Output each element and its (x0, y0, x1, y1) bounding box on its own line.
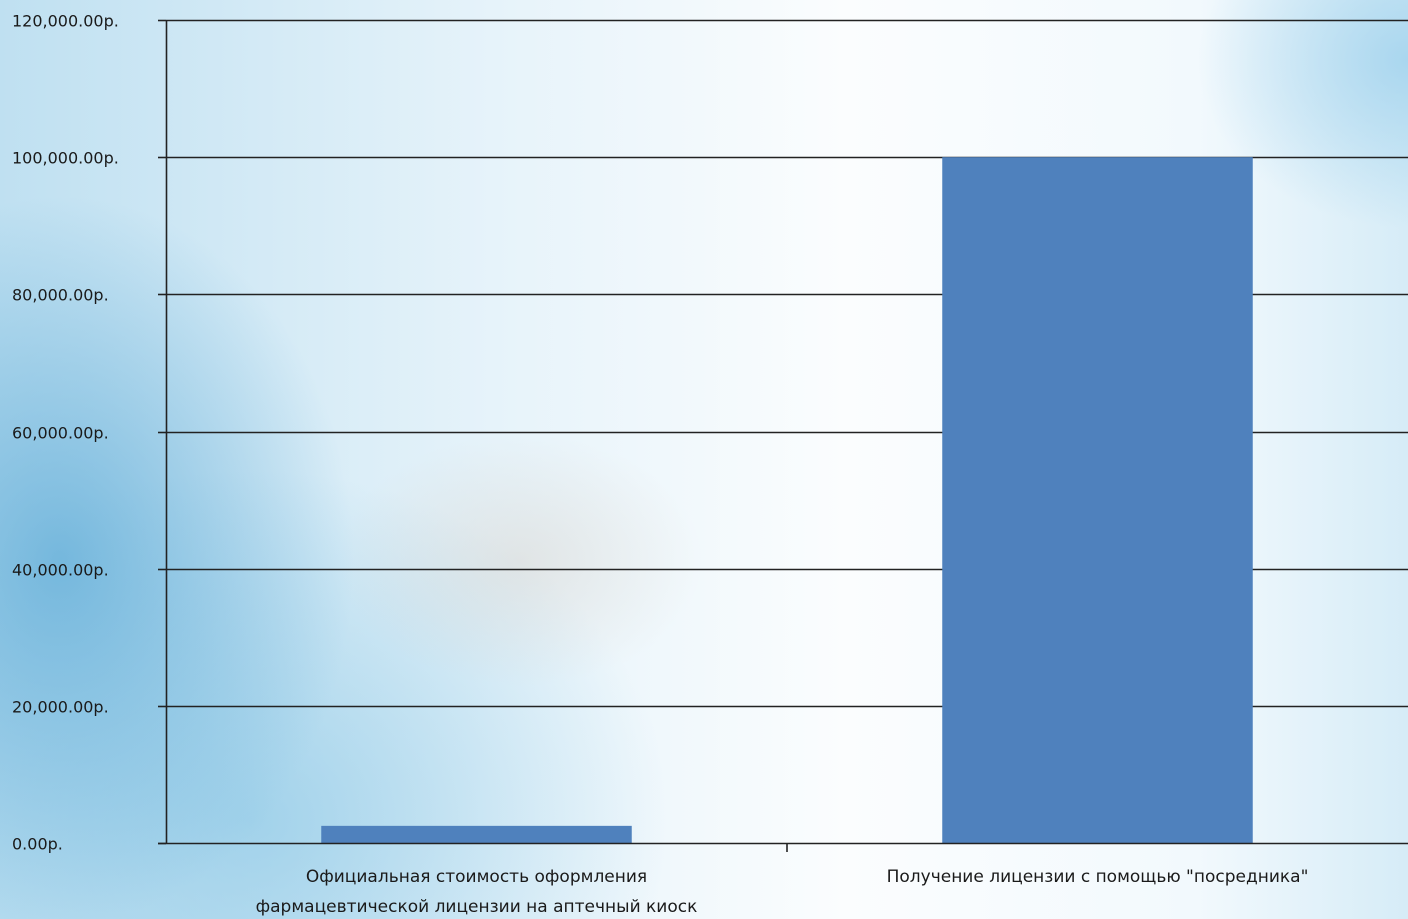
bars (321, 157, 1253, 843)
x-category-labels: Официальная стоимость оформления фармацев… (256, 867, 1309, 917)
x-category-label: Получение лицензии с помощью "посредника… (887, 867, 1309, 887)
bar (321, 825, 632, 843)
y-tick-labels: 0.00р. 20,000.00р. 40,000.00р. 60,000.00р. 8… (12, 12, 119, 854)
y-tick-label: 80,000.00р. (12, 286, 109, 305)
y-tick-label: 100,000.00р. (12, 149, 119, 168)
axes (158, 19, 1408, 852)
x-category-label-line: фармацевтической лицензии на аптечный ки… (256, 897, 698, 917)
x-category-label: Официальная стоимость оформления фармацев… (256, 867, 698, 917)
y-tick-label: 0.00р. (12, 835, 63, 854)
x-category-label-line: Получение лицензии с помощью "посредника… (887, 867, 1309, 887)
bar (942, 157, 1253, 843)
x-category-label-line: Официальная стоимость оформления (306, 867, 647, 887)
y-tick-label: 120,000.00р. (12, 12, 119, 31)
y-tick-label: 40,000.00р. (12, 561, 109, 580)
y-tick-label: 60,000.00р. (12, 424, 109, 443)
y-tick-label: 20,000.00р. (12, 698, 109, 717)
gridlines (166, 19, 1408, 708)
